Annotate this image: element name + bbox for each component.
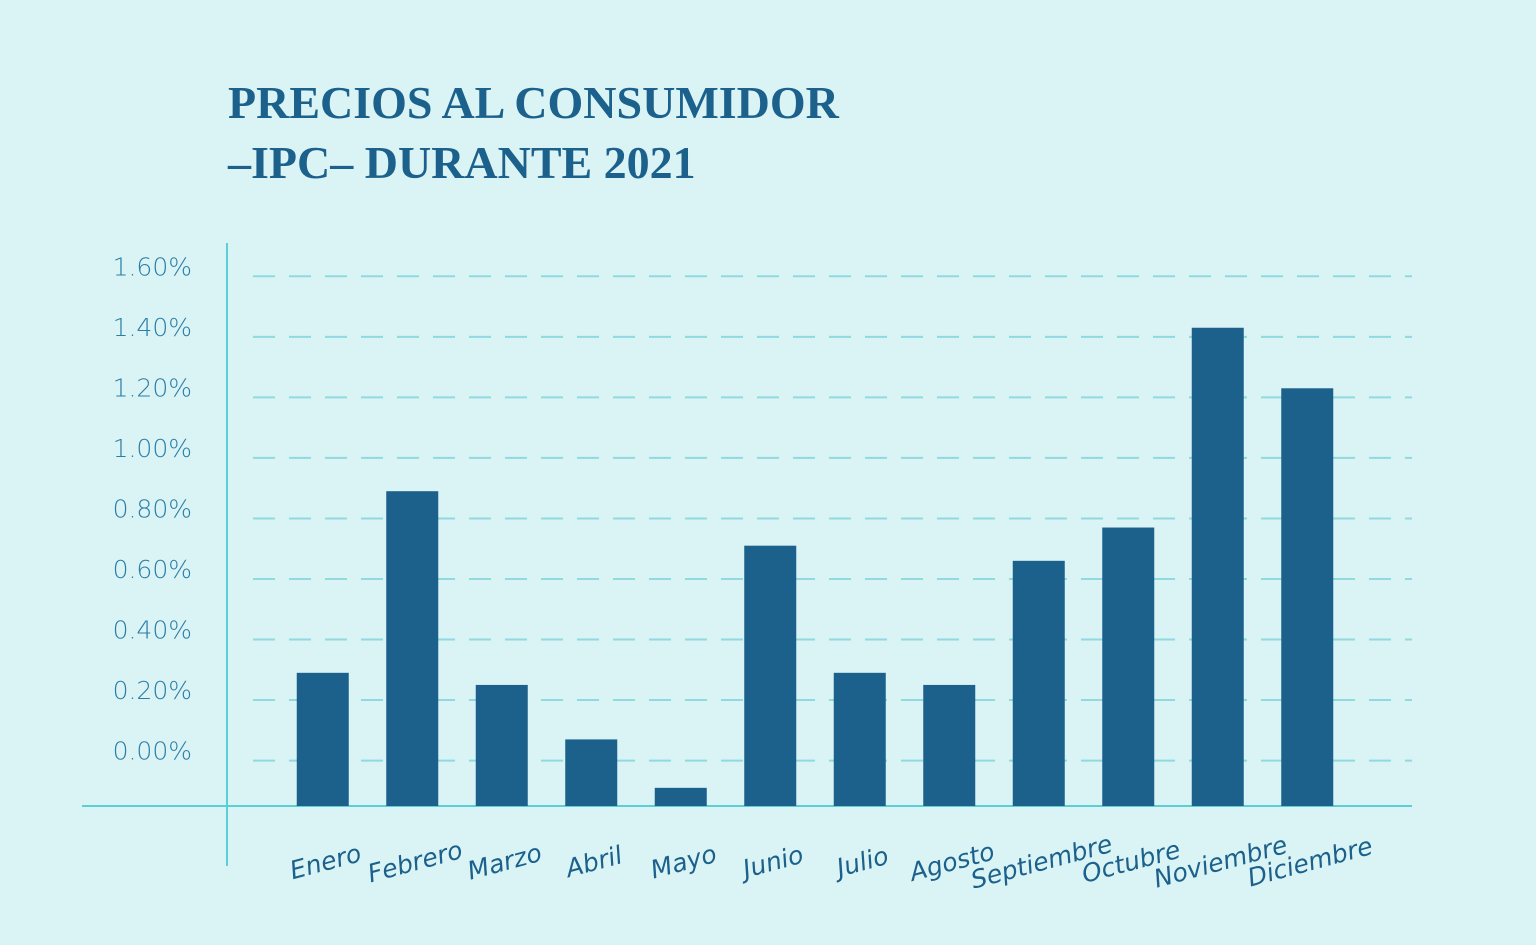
bar <box>1281 388 1334 806</box>
bar <box>386 491 439 806</box>
bar <box>565 739 618 806</box>
y-tick-label: 1.40% <box>113 313 192 342</box>
bar <box>744 545 797 806</box>
y-tick-label: 0.40% <box>113 616 192 645</box>
bar <box>833 672 886 806</box>
bar <box>296 672 349 806</box>
y-tick-label: 1.00% <box>113 434 192 463</box>
y-tick-label: 0.20% <box>113 676 192 705</box>
bar <box>1102 527 1155 806</box>
bar <box>923 684 976 806</box>
chart-title: PRECIOS AL CONSUMIDOR <box>228 77 840 128</box>
y-tick-label: 1.60% <box>113 252 192 281</box>
bar <box>1012 560 1065 806</box>
y-tick-label: 0.60% <box>113 555 192 584</box>
bar <box>475 684 528 806</box>
y-tick-label: 0.80% <box>113 494 192 523</box>
y-tick-label: 0.00% <box>113 737 192 766</box>
y-tick-label: 1.20% <box>113 373 192 402</box>
chart-title: –IPC– DURANTE 2021 <box>227 137 696 188</box>
bar <box>1191 327 1244 806</box>
bar <box>654 787 707 806</box>
